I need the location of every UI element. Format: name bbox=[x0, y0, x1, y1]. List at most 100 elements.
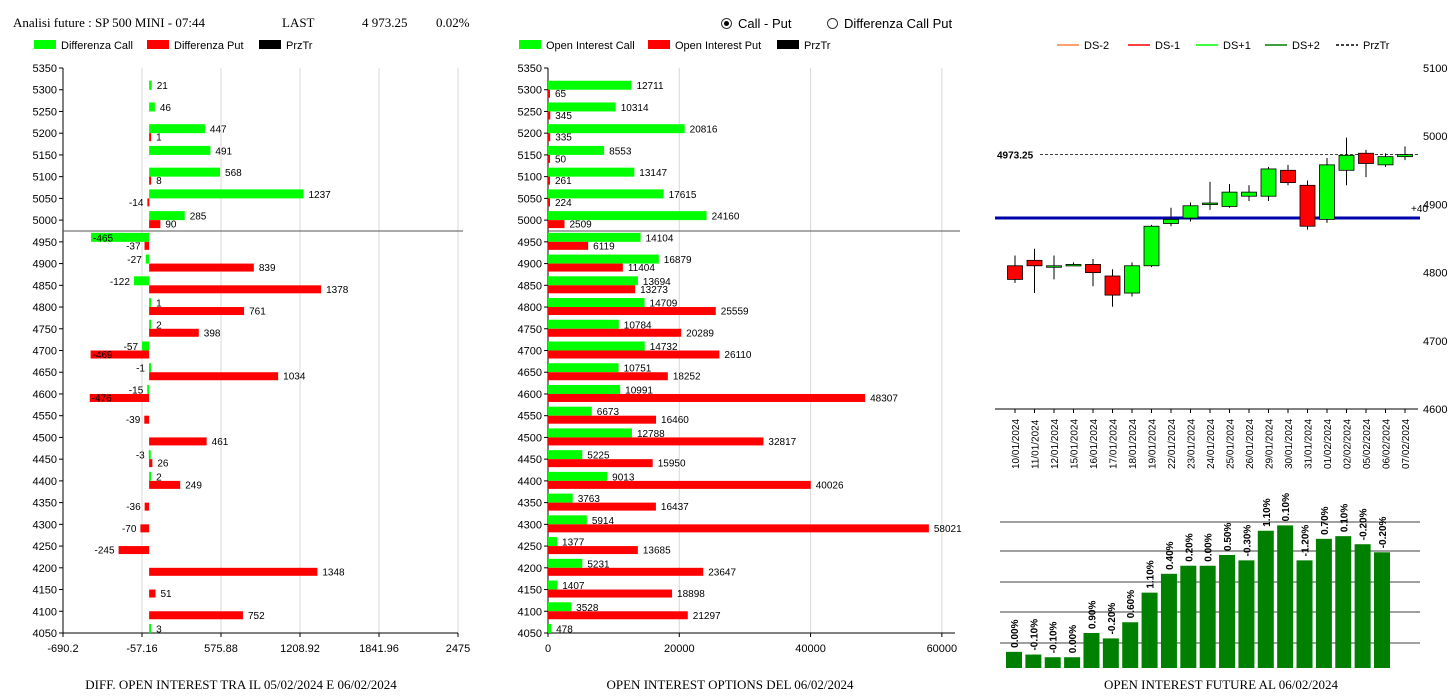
oi-bar-call bbox=[548, 276, 638, 286]
oi-data-label: 13147 bbox=[639, 168, 667, 179]
oi-bar-call bbox=[548, 363, 619, 373]
diff-bar-put bbox=[149, 307, 245, 316]
oi-data-label: 65 bbox=[555, 89, 567, 100]
future-oi-label: -0.30% bbox=[1242, 525, 1253, 557]
diff-bar-put bbox=[149, 372, 279, 381]
oi-data-label: 6673 bbox=[597, 407, 620, 418]
oi-bar-put bbox=[548, 241, 589, 250]
diff-data-label: -245 bbox=[95, 546, 115, 557]
diff-ytick-label: 4850 bbox=[33, 280, 57, 292]
oi-data-label: 50 bbox=[555, 154, 567, 165]
diff-xtick-label: -57.16 bbox=[126, 643, 157, 655]
oi-data-label: 32817 bbox=[768, 437, 796, 448]
oi-ytick-label: 4200 bbox=[518, 563, 542, 575]
diff-ytick-label: 4400 bbox=[33, 476, 57, 488]
future-oi-label: -0.10% bbox=[1029, 619, 1040, 651]
oi-data-label: 14104 bbox=[646, 233, 674, 244]
diff-xtick-label: 1208.92 bbox=[280, 643, 320, 655]
diff-data-label: 2 bbox=[156, 320, 162, 331]
diff-legend-label: PrzTr bbox=[286, 40, 313, 52]
radio-call-put[interactable]: Call - Put bbox=[721, 16, 791, 31]
diff-data-label: 1348 bbox=[322, 567, 345, 578]
oi-xtick-label: 0 bbox=[545, 643, 551, 655]
future-oi-bar bbox=[1257, 530, 1274, 668]
oi-ytick-label: 4100 bbox=[518, 606, 542, 618]
future-candle bbox=[1182, 205, 1199, 219]
oi-bar-put bbox=[548, 154, 550, 163]
oi-data-label: 26110 bbox=[724, 350, 752, 361]
diff-bar-call bbox=[149, 319, 152, 329]
future-oi-label: 0.00% bbox=[1204, 533, 1215, 561]
diff-ytick-label: 4150 bbox=[33, 585, 57, 597]
oi-ytick-label: 5300 bbox=[518, 85, 542, 97]
diff-xtick-label: 575.88 bbox=[204, 643, 238, 655]
diff-data-label: -122 bbox=[110, 277, 130, 288]
oi-bar-put bbox=[548, 611, 688, 620]
future-date-label: 17/01/2024 bbox=[1109, 419, 1120, 469]
oi-bar-put bbox=[548, 546, 638, 555]
oi-bar-call bbox=[548, 80, 632, 90]
oi-legend-label: Open Interest Call bbox=[546, 40, 635, 52]
diff-data-label: 2 bbox=[156, 472, 162, 483]
diff-ytick-label: 4050 bbox=[33, 628, 57, 640]
oi-data-label: 335 bbox=[555, 133, 572, 144]
oi-bar-call bbox=[548, 298, 645, 308]
oi-ytick-label: 5100 bbox=[518, 172, 542, 184]
diff-data-label: 398 bbox=[204, 328, 221, 339]
oi-ytick-label: 4700 bbox=[518, 346, 542, 358]
oi-bar-put bbox=[548, 220, 565, 229]
future-candle bbox=[1221, 191, 1238, 207]
diff-data-label: 1237 bbox=[309, 190, 332, 201]
diff-ytick-label: 4500 bbox=[33, 432, 57, 444]
diff-data-label: 839 bbox=[259, 263, 276, 274]
oi-ytick-label: 4550 bbox=[518, 411, 542, 423]
oi-data-label: 12711 bbox=[636, 81, 664, 92]
diff-ytick-label: 4600 bbox=[33, 389, 57, 401]
diff-ytick-label: 5200 bbox=[33, 128, 57, 140]
oi-data-label: 23647 bbox=[708, 567, 736, 578]
future-candle bbox=[1065, 264, 1082, 267]
diff-bar-put bbox=[149, 437, 207, 446]
future-oi-bar bbox=[1122, 622, 1139, 668]
oi-ytick-label: 4600 bbox=[518, 389, 542, 401]
diff-bar-put bbox=[149, 480, 181, 489]
oi-bar-put bbox=[548, 459, 653, 468]
oi-bar-put bbox=[548, 89, 550, 98]
oi-bar-put bbox=[548, 198, 550, 207]
oi-bar-call bbox=[548, 558, 583, 568]
diff-xtick-label: 1841.96 bbox=[359, 643, 399, 655]
oi-bar-call bbox=[548, 580, 558, 590]
radio-diff-call-put[interactable]: Differenza Call Put bbox=[827, 16, 952, 31]
diff-ytick-label: 4700 bbox=[33, 346, 57, 358]
future-ytick-label: 4600 bbox=[1423, 404, 1447, 416]
diff-bar-call bbox=[147, 384, 150, 394]
diff-data-label: 447 bbox=[210, 125, 227, 136]
oi-bar-call bbox=[548, 319, 619, 329]
diff-ytick-label: 4450 bbox=[33, 454, 57, 466]
future-date-label: 05/02/2024 bbox=[1362, 419, 1373, 469]
oi-ytick-label: 5050 bbox=[518, 193, 542, 205]
diff-data-label: 491 bbox=[215, 146, 232, 157]
future-oi-label: -1.20% bbox=[1301, 525, 1312, 557]
oi-ytick-label: 4400 bbox=[518, 476, 542, 488]
future-oi-bar bbox=[1296, 560, 1313, 668]
diff-data-label: 249 bbox=[185, 480, 202, 491]
diff-bar-call bbox=[149, 189, 304, 199]
oi-bar-put bbox=[548, 328, 682, 337]
diff-footer: DIFF. OPEN INTEREST TRA IL 05/02/2024 E … bbox=[85, 677, 397, 692]
oi-bar-put bbox=[548, 133, 551, 142]
future-date-label: 19/01/2024 bbox=[1148, 419, 1159, 469]
diff-data-label: 568 bbox=[225, 168, 242, 179]
future-candle bbox=[1007, 265, 1023, 280]
diff-data-label: 3 bbox=[156, 625, 162, 636]
oi-bar-call bbox=[548, 406, 592, 416]
oi-bar-put bbox=[548, 567, 704, 576]
oi-bar-put bbox=[548, 589, 673, 598]
radio-unselected-icon bbox=[827, 18, 838, 29]
oi-data-label: 17615 bbox=[669, 190, 697, 201]
oi-data-label: 18252 bbox=[673, 372, 701, 383]
future-oi-label: 0.50% bbox=[1223, 523, 1234, 551]
oi-ytick-label: 4050 bbox=[518, 628, 542, 640]
oi-data-label: 224 bbox=[555, 198, 572, 209]
